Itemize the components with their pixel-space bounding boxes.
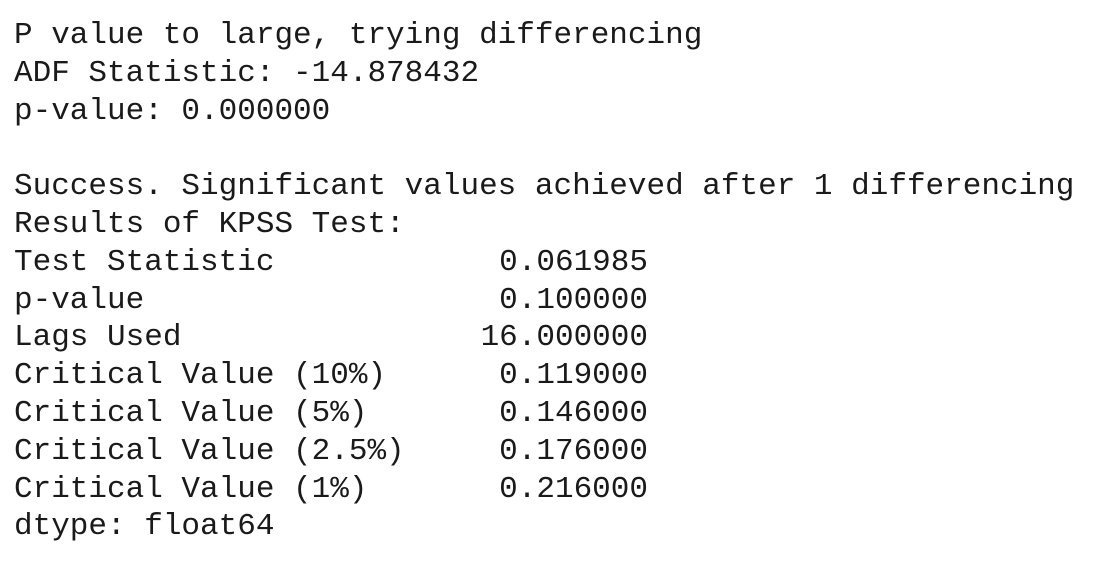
kpss-row-value: 0.146000 (499, 395, 648, 431)
kpss-row-lags-used: Lags Used 16.000000 (14, 319, 1074, 357)
kpss-row-critical-1: Critical Value (1%) 0.216000 (14, 471, 1074, 509)
console-output: P value to large, trying differencing AD… (14, 17, 1074, 546)
kpss-row-test-statistic: Test Statistic 0.061985 (14, 244, 1074, 282)
kpss-row-critical-5: Critical Value (5%) 0.146000 (14, 395, 1074, 433)
kpss-row-label: Critical Value (1%) (14, 471, 368, 507)
kpss-row-label: Critical Value (10%) (14, 358, 387, 394)
adf-statistic: ADF Statistic: -14.878432 (14, 55, 480, 91)
kpss-row-label: Critical Value (5%) (14, 395, 368, 431)
kpss-row-label: Lags Used (14, 320, 182, 356)
kpss-row-value: 0.061985 (499, 244, 648, 280)
kpss-row-label: Critical Value (2.5%) (14, 433, 405, 469)
kpss-heading: Results of KPSS Test: (14, 206, 405, 242)
kpss-row-label: p-value (14, 282, 145, 318)
blank-line (14, 130, 1074, 168)
kpss-row-value: 0.119000 (499, 358, 648, 394)
adf-message: P value to large, trying differencing (14, 18, 703, 53)
adf-pvalue: p-value: 0.000000 (14, 93, 331, 129)
kpss-row-value: 16.000000 (480, 320, 648, 356)
kpss-row-critical-2-5: Critical Value (2.5%) 0.176000 (14, 433, 1074, 471)
kpss-row-value: 0.176000 (499, 433, 648, 469)
kpss-row-pvalue: p-value 0.100000 (14, 282, 1074, 320)
success-message: Success. Significant values achieved aft… (14, 169, 1075, 205)
kpss-row-value: 0.100000 (499, 282, 648, 318)
kpss-row-critical-10: Critical Value (10%) 0.119000 (14, 357, 1074, 395)
kpss-row-label: Test Statistic (14, 244, 275, 280)
kpss-row-value: 0.216000 (499, 471, 648, 507)
dtype-line: dtype: float64 (14, 509, 275, 545)
